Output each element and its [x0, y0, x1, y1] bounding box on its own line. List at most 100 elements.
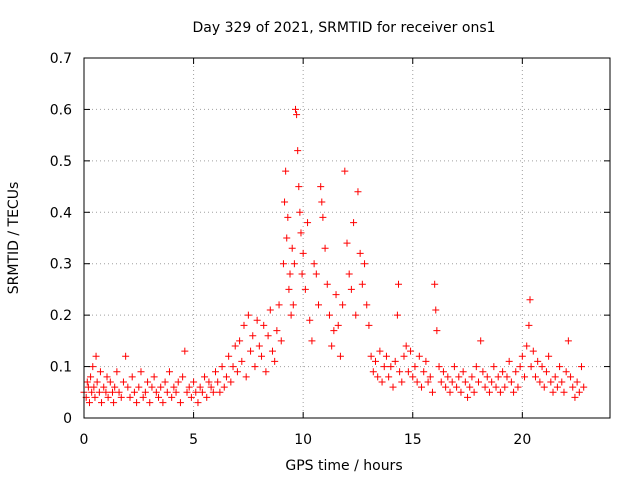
- data-point: [481, 383, 489, 391]
- data-point: [352, 311, 360, 319]
- data-point: [339, 301, 347, 309]
- data-point: [472, 363, 480, 371]
- data-point: [104, 393, 112, 401]
- data-point: [391, 357, 399, 365]
- data-point: [428, 388, 436, 396]
- data-point: [174, 378, 182, 386]
- data-point: [306, 316, 314, 324]
- data-point: [562, 368, 570, 376]
- data-point: [435, 363, 443, 371]
- data-point: [294, 147, 302, 155]
- data-point: [424, 378, 432, 386]
- data-point: [510, 388, 518, 396]
- data-point: [426, 373, 434, 381]
- data-point: [431, 280, 439, 288]
- data-point: [378, 378, 386, 386]
- y-axis-label: SRMTID / TECUs: [6, 182, 22, 295]
- data-point: [102, 388, 110, 396]
- data-point: [387, 363, 395, 371]
- data-point: [332, 291, 340, 299]
- data-point: [222, 373, 230, 381]
- x-axis-label: GPS time / hours: [285, 458, 402, 474]
- data-point: [183, 388, 191, 396]
- data-point: [216, 388, 224, 396]
- data-point: [526, 296, 534, 304]
- data-point: [92, 352, 100, 360]
- data-point: [420, 368, 428, 376]
- data-point: [146, 399, 154, 407]
- data-point: [531, 373, 539, 381]
- data-point: [461, 378, 469, 386]
- data-point: [442, 383, 450, 391]
- data-point: [122, 352, 130, 360]
- data-point: [547, 378, 555, 386]
- data-point: [260, 321, 268, 329]
- data-point: [470, 388, 478, 396]
- data-point: [124, 383, 132, 391]
- data-point: [176, 399, 184, 407]
- data-point: [354, 188, 362, 196]
- data-point: [308, 337, 316, 345]
- data-point: [293, 111, 301, 119]
- y-tick-label: 0.1: [50, 360, 72, 376]
- data-point: [538, 363, 546, 371]
- data-point: [196, 383, 204, 391]
- data-point: [578, 363, 586, 371]
- data-point: [433, 327, 441, 335]
- data-point: [475, 378, 482, 386]
- data-point: [87, 373, 95, 381]
- data-point: [341, 167, 349, 175]
- data-point: [282, 167, 290, 175]
- data-point: [334, 321, 342, 329]
- data-point: [448, 378, 456, 386]
- data-point: [404, 368, 412, 376]
- data-point: [244, 311, 252, 319]
- data-point: [165, 368, 173, 376]
- data-point: [277, 337, 285, 345]
- data-point: [369, 368, 377, 376]
- data-point: [90, 383, 98, 391]
- data-point: [255, 342, 263, 350]
- data-point: [505, 357, 513, 365]
- data-point: [398, 378, 406, 386]
- data-point: [551, 373, 559, 381]
- data-point: [236, 337, 244, 345]
- data-point: [249, 332, 257, 340]
- data-point: [238, 357, 246, 365]
- data-point: [247, 347, 255, 355]
- data-point: [514, 383, 522, 391]
- data-point: [181, 347, 189, 355]
- data-point: [395, 280, 403, 288]
- data-point: [157, 383, 165, 391]
- data-point: [365, 321, 373, 329]
- data-point: [376, 347, 384, 355]
- data-point: [108, 388, 116, 396]
- data-point: [135, 383, 143, 391]
- data-point: [170, 383, 178, 391]
- x-tick-label: 5: [189, 432, 198, 448]
- y-tick-label: 0.7: [50, 51, 72, 67]
- data-point: [529, 347, 537, 355]
- data-point: [479, 368, 487, 376]
- data-point: [266, 306, 274, 314]
- data-point: [288, 244, 296, 252]
- data-point: [336, 352, 344, 360]
- data-point: [371, 357, 379, 365]
- data-point: [168, 393, 176, 401]
- data-point: [229, 363, 237, 371]
- data-point: [356, 249, 364, 257]
- plot-frame: [83, 57, 611, 419]
- data-point: [496, 388, 504, 396]
- data-point: [464, 393, 472, 401]
- data-point: [190, 378, 198, 386]
- data-point: [96, 368, 104, 376]
- data-point: [415, 352, 423, 360]
- data-point: [374, 373, 382, 381]
- data-point: [540, 383, 548, 391]
- data-point: [457, 388, 465, 396]
- data-point: [220, 383, 228, 391]
- data-point: [453, 383, 461, 391]
- data-point: [88, 388, 96, 396]
- data-point: [503, 373, 511, 381]
